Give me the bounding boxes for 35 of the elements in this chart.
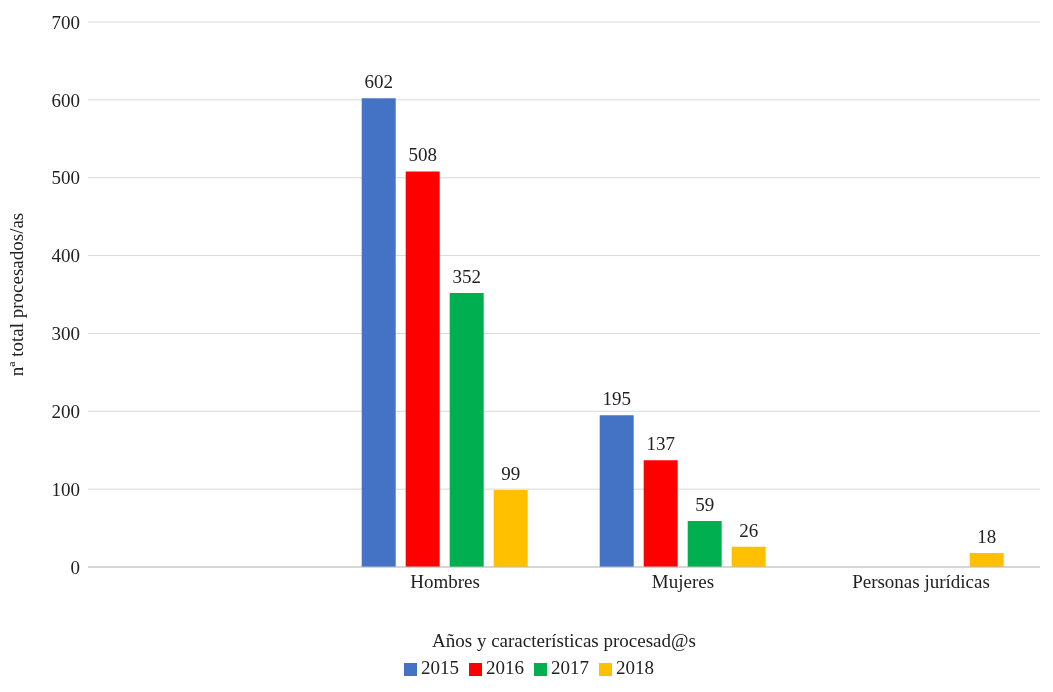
y-tick-label: 100 <box>51 478 80 500</box>
legend-label: 2015 <box>421 657 459 678</box>
data-label: 26 <box>739 519 759 541</box>
data-label: 137 <box>646 433 675 455</box>
x-tick-label: Personas jurídicas <box>852 571 990 593</box>
legend-label: 2018 <box>616 657 654 678</box>
bar <box>493 489 528 567</box>
x-tick-label: Hombres <box>410 571 480 593</box>
y-tick-label: 700 <box>51 11 80 33</box>
bar <box>969 552 1004 567</box>
bar <box>599 415 634 567</box>
y-tick-label: 200 <box>51 401 80 423</box>
data-label: 99 <box>501 462 521 484</box>
data-label: 352 <box>452 265 481 287</box>
y-axis-title: nª total procesados/as <box>5 212 27 377</box>
data-label: 18 <box>977 525 997 547</box>
y-tick-label: 300 <box>51 323 80 345</box>
bar <box>449 292 484 567</box>
x-tick-label: Mujeres <box>651 571 715 593</box>
y-tick-label: 600 <box>51 89 80 111</box>
bar <box>361 98 396 567</box>
y-tick-label: 400 <box>51 245 80 267</box>
bar <box>731 546 766 567</box>
data-label: 602 <box>364 71 393 93</box>
x-axis-title: Años y características procesad@s <box>432 630 696 651</box>
bar <box>687 521 722 567</box>
data-label: 195 <box>602 388 631 410</box>
data-label: 508 <box>408 144 437 166</box>
legend-label: 2017 <box>551 657 589 678</box>
y-tick-label: 0 <box>70 556 80 578</box>
legend-label: 2016 <box>486 657 524 678</box>
y-tick-label: 500 <box>51 167 80 189</box>
bar <box>405 171 440 567</box>
bar <box>643 460 678 567</box>
data-label: 59 <box>695 494 715 516</box>
